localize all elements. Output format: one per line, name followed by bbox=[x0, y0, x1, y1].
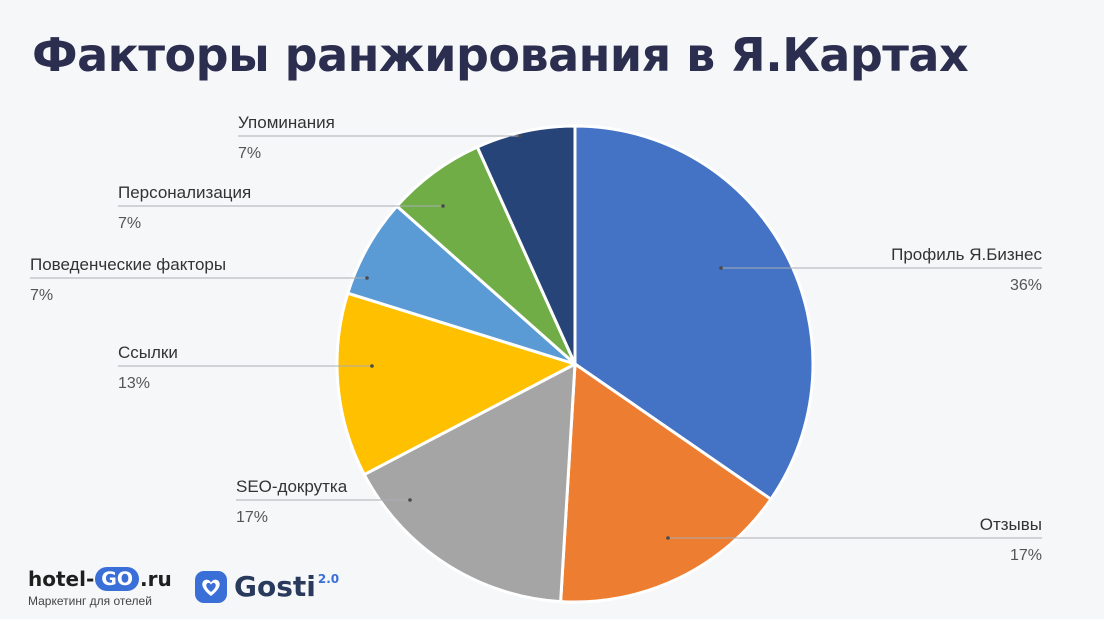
slice-value-4: 13% bbox=[118, 375, 150, 392]
slice-label-7: Упоминания bbox=[238, 113, 335, 132]
leader-dot-4 bbox=[370, 364, 374, 368]
pie-slice-7[interactable] bbox=[475, 124, 577, 366]
hotelgo-logo-pre: hotel- bbox=[28, 567, 95, 591]
leader-dot-5 bbox=[365, 276, 369, 280]
pie-slice-2[interactable] bbox=[559, 362, 773, 604]
slice-label-6: Персонализация bbox=[118, 183, 251, 202]
slice-label-2: Отзывы bbox=[980, 515, 1042, 534]
slice-label-3: SEO-докрутка bbox=[236, 477, 348, 496]
pie-slice-4[interactable] bbox=[335, 291, 577, 477]
slice-value-3: 17% bbox=[236, 509, 268, 526]
slice-value-2: 17% bbox=[1010, 547, 1042, 564]
slice-value-1: 36% bbox=[1010, 277, 1042, 294]
leader-dot-3 bbox=[408, 498, 412, 502]
gosti-version: 2.0 bbox=[317, 572, 340, 586]
gosti-name: Gosti bbox=[234, 570, 316, 603]
hotelgo-logo[interactable]: hotel- GO .ru Маркетинг для отелей bbox=[28, 566, 172, 608]
hotelgo-logo-post: .ru bbox=[140, 567, 172, 591]
slice-label-4: Ссылки bbox=[118, 343, 178, 362]
slice-value-6: 7% bbox=[118, 215, 141, 232]
pie-slice-1[interactable] bbox=[573, 124, 815, 501]
hotelgo-tagline: Маркетинг для отелей bbox=[28, 594, 152, 608]
hotelgo-logo-go: GO bbox=[95, 567, 140, 591]
gosti-logo[interactable]: Gosti 2.0 bbox=[194, 570, 339, 604]
slice-label-5: Поведенческие факторы bbox=[30, 255, 226, 274]
heart-icon bbox=[195, 571, 227, 603]
leader-dot-1 bbox=[719, 266, 723, 270]
leader-dot-6 bbox=[441, 204, 445, 208]
slice-label-1: Профиль Я.Бизнес bbox=[891, 245, 1042, 264]
leader-dot-2 bbox=[666, 536, 670, 540]
slice-value-5: 7% bbox=[30, 287, 53, 304]
pie-labels: Профиль Я.Бизнес 36% Отзывы 17% SEO-докрутка… bbox=[30, 113, 1042, 564]
slice-value-7: 7% bbox=[238, 145, 261, 162]
leader-dot-7 bbox=[518, 134, 522, 138]
slide-title: Факторы ранжирования в Я.Картах bbox=[32, 28, 969, 82]
pie-slices bbox=[335, 124, 815, 604]
pie-slice-3[interactable] bbox=[362, 362, 577, 604]
